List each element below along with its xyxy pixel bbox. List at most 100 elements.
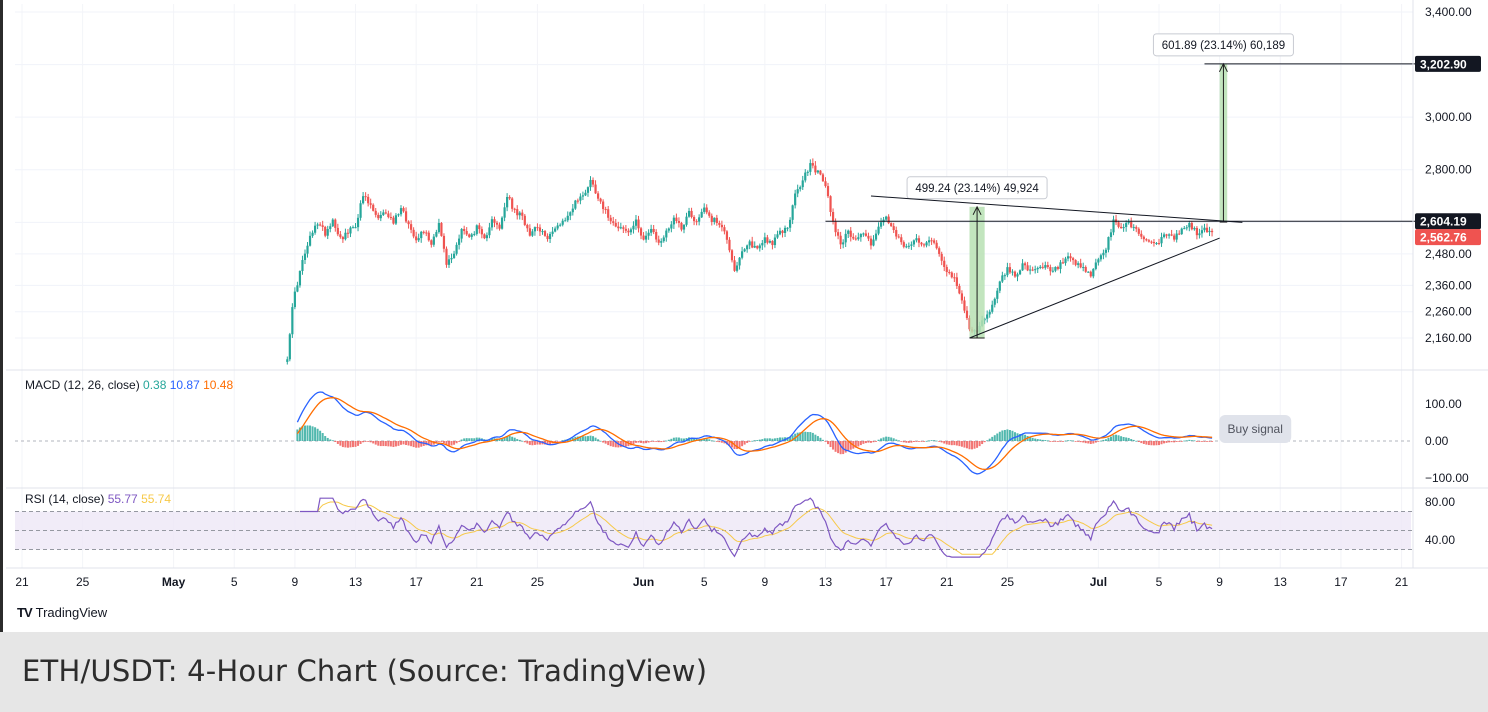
candle-body xyxy=(955,277,958,286)
candle-body xyxy=(508,197,511,199)
candle-body xyxy=(725,231,729,240)
macd-histogram-bar xyxy=(470,438,473,441)
candle-body xyxy=(596,193,600,199)
macd-histogram-bar xyxy=(907,441,910,443)
macd-histogram-bar xyxy=(920,441,923,442)
macd-histogram-bar xyxy=(379,441,382,447)
chart-frame: 499.24 (23.14%) 49,924 601.89 (23.14%) 60… xyxy=(0,0,1488,632)
candle-body xyxy=(854,238,857,240)
tradingview-logo-icon: TV xyxy=(17,605,33,620)
candle-body xyxy=(1097,259,1100,263)
macd-histogram-bar xyxy=(713,440,716,442)
macd-histogram-bar xyxy=(670,438,673,441)
macd-histogram-bar xyxy=(912,441,915,442)
macd-histogram-bar xyxy=(799,432,802,441)
candle-body xyxy=(1018,270,1022,275)
candle-body xyxy=(1092,268,1095,277)
candle-body xyxy=(480,229,483,235)
candle-body xyxy=(698,217,701,222)
candle-body xyxy=(422,231,425,233)
macd-histogram-bar xyxy=(1041,439,1044,441)
macd-histogram-bar xyxy=(806,432,809,441)
candle-body xyxy=(460,229,463,239)
macd-histogram-bar xyxy=(882,437,885,441)
candle-body xyxy=(988,311,991,315)
x-tick-label: 17 xyxy=(879,575,893,589)
candle-body xyxy=(687,210,691,217)
candle-body xyxy=(1127,221,1130,224)
candle-body xyxy=(334,219,337,228)
candle-body xyxy=(773,237,777,246)
candle-body xyxy=(655,231,658,240)
candle-body xyxy=(473,233,476,235)
macd-histogram-bar xyxy=(748,441,751,442)
candle-body xyxy=(364,196,367,198)
x-tick-label: 21 xyxy=(940,575,954,589)
macd-histogram-bar xyxy=(435,441,438,444)
macd-histogram-bar xyxy=(1140,441,1143,444)
candle-body xyxy=(783,227,787,233)
macd-histogram-bar xyxy=(1183,440,1186,442)
macd-histogram-bar xyxy=(1170,441,1173,443)
macd-histogram-bar xyxy=(1044,440,1047,441)
candle-body xyxy=(824,181,827,187)
macd-histogram-bar xyxy=(1079,441,1082,443)
macd-histogram-bar xyxy=(475,437,478,441)
macd-histogram-bar xyxy=(746,441,749,443)
candle-body xyxy=(743,249,746,252)
macd-histogram-bar xyxy=(640,441,643,443)
macd-histogram-bar xyxy=(738,441,741,448)
macd-histogram-bar xyxy=(996,433,999,441)
candle-body xyxy=(1064,258,1067,264)
macd-histogram-bar xyxy=(1168,441,1171,443)
macd-histogram-bar xyxy=(955,441,958,446)
macd-histogram-bar xyxy=(1115,434,1118,441)
candle-body xyxy=(746,245,749,250)
macd-histogram-bar xyxy=(1061,441,1064,442)
candle-body xyxy=(925,242,928,246)
candle-body xyxy=(564,220,567,222)
rsi-legend-value: 55.74 xyxy=(141,492,171,506)
macd-histogram-bar xyxy=(1082,441,1085,443)
candle-body xyxy=(526,224,529,229)
macd-histogram-bar xyxy=(844,441,847,453)
macd-histogram-bar xyxy=(814,434,817,441)
macd-histogram-bar xyxy=(629,441,632,446)
candle-body xyxy=(430,240,433,245)
macd-pane: MACD (12, 26, close) 0.38 10.87 10.48 Bu… xyxy=(15,378,1413,475)
candle-body xyxy=(1026,265,1029,271)
macd-histogram-bar xyxy=(453,441,456,445)
macd-histogram-bar xyxy=(650,441,653,442)
candle-body xyxy=(379,214,382,219)
macd-histogram-bar xyxy=(705,438,708,441)
candle-body xyxy=(1208,230,1211,233)
candle-body xyxy=(356,217,360,228)
macd-histogram-bar xyxy=(1036,439,1039,441)
tradingview-logo[interactable]: TV TradingView xyxy=(17,605,107,620)
macd-histogram-bar xyxy=(609,441,612,447)
macd-histogram-bar xyxy=(682,438,685,441)
candle-body xyxy=(1079,263,1082,268)
candle-body xyxy=(609,217,612,222)
macd-histogram-bar xyxy=(685,438,688,441)
macd-histogram-bar xyxy=(329,439,332,441)
candle-body xyxy=(844,233,847,243)
macd-histogram-bar xyxy=(680,438,683,441)
candle-body xyxy=(1210,230,1214,233)
measure-past-label: 499.24 (23.14%) 49,924 xyxy=(915,183,1039,195)
candle-body xyxy=(321,225,324,227)
macd-histogram-bar xyxy=(362,441,365,443)
candle-body xyxy=(536,227,539,229)
x-tick-label: 25 xyxy=(531,575,545,589)
candle-body xyxy=(847,230,850,234)
macd-histogram-bar xyxy=(809,432,812,441)
candle-body xyxy=(362,196,365,204)
candle-body xyxy=(624,228,627,231)
candle-body xyxy=(293,291,296,308)
macd-histogram-bar xyxy=(341,441,344,448)
macd-histogram-bar xyxy=(592,436,595,441)
macd-histogram-bar xyxy=(1163,441,1166,444)
candle-body xyxy=(397,214,400,216)
price-chart[interactable]: 499.24 (23.14%) 49,924 601.89 (23.14%) 60… xyxy=(3,0,1488,632)
candle-body xyxy=(389,217,392,219)
